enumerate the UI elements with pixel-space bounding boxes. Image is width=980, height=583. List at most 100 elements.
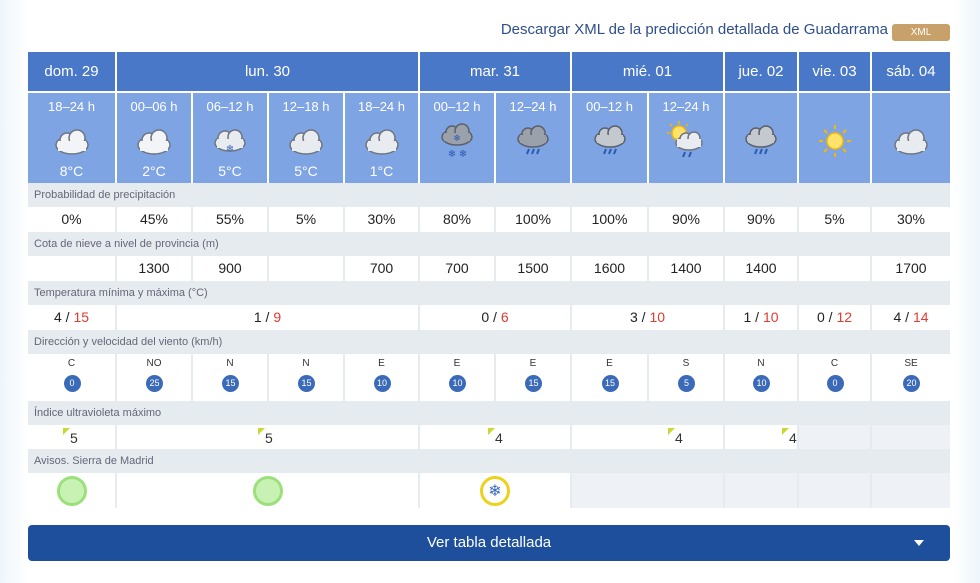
period-label: 18–24 h: [48, 99, 95, 114]
wind-speed-badge: 0: [63, 375, 81, 392]
wind-direction: NO: [146, 358, 162, 369]
uv-cell: 4: [725, 425, 799, 449]
precip-value: 100%: [572, 207, 649, 232]
temp-min: 4: [893, 309, 902, 325]
precip-value: 30%: [345, 207, 420, 232]
uv-cell: 5: [117, 425, 420, 449]
snow-level-value: [799, 256, 872, 281]
wind-cell: E 15: [496, 354, 572, 401]
svg-text:❄: ❄: [226, 144, 234, 155]
wind-cell: SE 20: [872, 354, 950, 401]
wind-direction: N: [757, 358, 765, 369]
section-snow-label: Cota de nieve a nivel de provincia (m): [28, 232, 950, 256]
warning-cell: [117, 473, 420, 508]
snow-level-value: 1700: [872, 256, 950, 281]
wind-direction: S: [682, 358, 690, 369]
period-label: 00–12 h: [433, 99, 481, 114]
temp-minmax: 4 / 15: [28, 305, 117, 330]
temp-min: 1: [253, 309, 262, 325]
cloud-icon: [54, 129, 89, 155]
temp-row: 4 / 15 1 / 9 0 / 6 3 / 10 1 / 10 0 / 12 …: [28, 305, 950, 330]
wind-speed-badge: 10: [449, 375, 466, 392]
uv-level-marker-icon: [782, 428, 789, 435]
period-cell: 18–24 h 1°C: [345, 91, 420, 183]
wind-cell: E 10: [345, 354, 420, 401]
wind-direction: SE: [904, 358, 918, 369]
uv-level-marker-icon: [258, 428, 265, 435]
period-label: 12–18 h: [282, 99, 330, 114]
period-label: 12–24 h: [509, 99, 557, 114]
green-warning-icon[interactable]: [252, 476, 283, 506]
snow-level-value: 700: [420, 256, 496, 281]
period-cell: 00–12 h: [572, 91, 649, 183]
sun-rain-cloud-icon: [667, 121, 703, 158]
temp-max: 14: [912, 309, 929, 325]
uv-value: 5: [265, 430, 273, 446]
uv-row: 5 5 4 4 4: [28, 425, 950, 449]
yellow-snow-warning-icon[interactable]: ❄: [480, 476, 510, 506]
section-wind-label: Dirección y velocidad del viento (km/h): [28, 330, 950, 354]
temp-max: 10: [762, 309, 779, 325]
warning-cell: ❄: [420, 473, 572, 508]
temp-min: 0: [481, 309, 490, 325]
precip-value: 80%: [420, 207, 496, 232]
precip-value: 0%: [28, 207, 117, 232]
wind-speed-badge: 5: [678, 375, 695, 392]
day-header: jue. 02: [725, 52, 799, 91]
green-warning-icon[interactable]: [56, 476, 87, 506]
cloud-snow-light-icon: ❄: [214, 129, 246, 155]
temp-minmax: 0 / 12: [799, 305, 872, 330]
section-temp-label: Temperatura mínima y máxima (°C): [28, 281, 950, 305]
warning-cell: [28, 473, 117, 508]
background-decoration-right: [952, 0, 980, 583]
temp-max: 15: [73, 309, 90, 325]
detailed-table-button[interactable]: Ver tabla detallada: [28, 525, 950, 561]
temp-min: 0: [816, 309, 825, 325]
period-temp: 1°C: [369, 163, 394, 179]
period-cell: [872, 91, 950, 183]
wind-speed-badge: 0: [826, 375, 844, 392]
snow-level-value: [28, 256, 117, 281]
warning-cell-empty: [572, 473, 725, 508]
period-cell: 12–24 h: [496, 91, 572, 183]
precip-value: 90%: [649, 207, 725, 232]
temp-max: 12: [836, 309, 853, 325]
period-label: 00–06 h: [130, 99, 178, 114]
cloud-icon: [364, 129, 399, 155]
temp-minmax: 4 / 14: [872, 305, 950, 330]
precip-value: 55%: [193, 207, 269, 232]
wind-speed-badge: 10: [753, 375, 770, 392]
period-temp: 5°C: [294, 163, 318, 179]
period-temp: 5°C: [218, 163, 242, 179]
precip-value: 5%: [799, 207, 872, 232]
cloud-icon: [894, 129, 928, 155]
xml-badge[interactable]: XML: [892, 24, 950, 41]
wind-direction: E: [453, 358, 461, 369]
wind-cell: N 15: [193, 354, 269, 401]
precip-value: 45%: [117, 207, 193, 232]
warnings-row: ❄: [28, 473, 950, 508]
snow-level-value: 1400: [725, 256, 799, 281]
uv-level-marker-icon: [668, 428, 675, 435]
wind-speed-badge: 25: [146, 375, 163, 392]
section-warnings-label: Avisos. Sierra de Madrid: [28, 449, 950, 473]
uv-value: 4: [495, 430, 503, 446]
wind-cell: NO 25: [117, 354, 193, 401]
snow-level-value: 900: [193, 256, 269, 281]
wind-speed-badge: 10: [373, 375, 391, 392]
temp-minmax: 3 / 10: [572, 305, 725, 330]
day-header: lun. 30: [117, 52, 420, 91]
temp-minmax: 1 / 9: [117, 305, 420, 330]
snow-level-row: 1300 900 700 700 1500 1600 1400 1400 170…: [28, 256, 950, 281]
snow-level-value: 700: [345, 256, 420, 281]
uv-cell: 5: [28, 425, 117, 449]
precip-value: 90%: [725, 207, 799, 232]
period-label: 12–24 h: [662, 99, 710, 114]
download-xml-link[interactable]: Descargar XML de la predicción detallada…: [500, 21, 888, 38]
section-precip-label: Probabilidad de precipitación: [28, 183, 950, 207]
svg-text:❄: ❄: [459, 149, 467, 160]
snow-cloud-icon: ❄❄ ❄: [441, 123, 473, 160]
rain-cloud-icon: [593, 125, 626, 155]
uv-value: 5: [70, 430, 78, 446]
